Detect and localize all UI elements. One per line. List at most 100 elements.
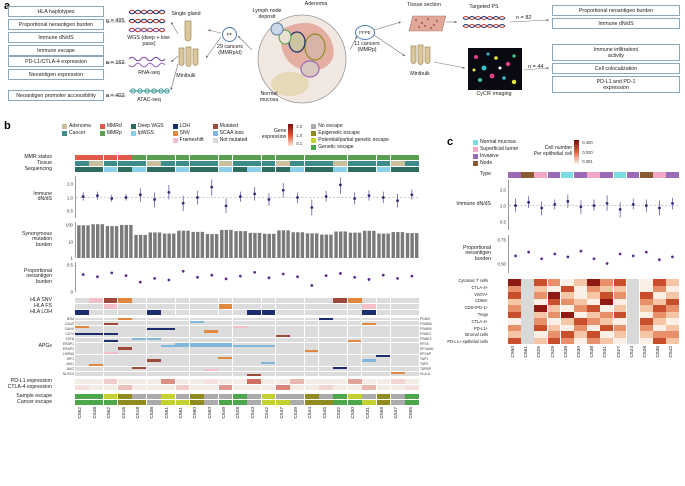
apg-cell bbox=[290, 359, 305, 362]
apg-cell bbox=[404, 354, 419, 357]
apg-cell bbox=[347, 352, 362, 355]
c-heat-cell bbox=[666, 305, 680, 312]
apg-cell bbox=[189, 349, 204, 352]
output-box: Neoantigen expression bbox=[8, 69, 104, 81]
apg-cell bbox=[103, 323, 118, 326]
gene-label: RFXANK bbox=[420, 346, 434, 351]
apg-cell bbox=[75, 347, 89, 350]
strip-cell bbox=[319, 304, 333, 310]
apg-cell bbox=[75, 330, 89, 333]
apg-cell bbox=[275, 354, 290, 357]
apg-cell bbox=[189, 364, 204, 367]
sample-label-cell: C516 bbox=[118, 407, 132, 437]
circle-mark bbox=[110, 271, 114, 275]
c-heat-cell bbox=[534, 279, 548, 286]
legend-item: Not mutated bbox=[212, 137, 247, 144]
c-heat-cell bbox=[613, 311, 627, 319]
rect-mark bbox=[348, 232, 353, 259]
circle-mark bbox=[267, 276, 271, 280]
apg-cell bbox=[247, 349, 262, 352]
apg-cell bbox=[218, 352, 233, 355]
gene-label: JAK1 bbox=[65, 361, 74, 366]
apg-cell bbox=[361, 337, 376, 340]
strip-cell bbox=[161, 400, 175, 406]
apg-cell bbox=[318, 361, 333, 365]
c-heat-cell bbox=[573, 298, 587, 306]
apg-cell bbox=[275, 349, 290, 352]
c-heat-cell bbox=[653, 324, 666, 332]
c-heat-cell bbox=[508, 337, 521, 345]
apg-cell bbox=[146, 344, 161, 348]
apg-cell bbox=[218, 357, 233, 360]
rect-mark bbox=[214, 234, 219, 259]
apg-cell bbox=[218, 323, 233, 326]
apg-cell bbox=[261, 369, 276, 372]
legend-chip bbox=[473, 140, 478, 146]
apg-cell bbox=[75, 359, 89, 362]
strip-cell bbox=[204, 155, 218, 161]
strip-cell bbox=[118, 400, 132, 406]
minibulk-icon-left bbox=[178, 46, 199, 67]
apg-cell bbox=[404, 337, 419, 340]
apg-cell bbox=[146, 342, 161, 345]
apg-cell bbox=[132, 361, 147, 365]
sample-label-cell: C530 bbox=[348, 407, 362, 437]
rect-mark bbox=[200, 232, 205, 259]
single-gland-label: Single gland bbox=[171, 11, 201, 17]
strip-cell bbox=[146, 161, 161, 167]
apg-cell bbox=[204, 327, 219, 331]
strip-cell bbox=[89, 298, 104, 304]
c-heat-cell bbox=[666, 337, 680, 345]
expression-cell bbox=[146, 385, 161, 391]
apg-cell bbox=[175, 340, 190, 343]
apg-cell bbox=[390, 320, 405, 323]
apg-cell bbox=[132, 320, 147, 323]
apg-cell bbox=[290, 323, 305, 326]
strip-cell bbox=[132, 155, 147, 161]
expression-cell bbox=[103, 385, 118, 391]
apg-cell bbox=[318, 354, 333, 357]
strip-cell bbox=[405, 161, 420, 167]
apg-cell bbox=[75, 340, 89, 343]
axis-tick: 2.0 bbox=[66, 181, 73, 187]
legend-chip bbox=[172, 124, 178, 130]
gene-label: IRF1 bbox=[66, 356, 74, 361]
rect-mark bbox=[329, 234, 333, 259]
apg-cell bbox=[103, 359, 118, 362]
c-heat-cell bbox=[653, 285, 666, 293]
sample-label-cell: C539 bbox=[561, 346, 574, 372]
rect-mark bbox=[334, 231, 338, 259]
apg-cell bbox=[347, 323, 362, 326]
apg-cell bbox=[261, 344, 276, 348]
apg-cell bbox=[318, 371, 333, 374]
apg-cell bbox=[376, 364, 391, 367]
circle-mark bbox=[553, 203, 557, 206]
apg-cell bbox=[175, 325, 190, 328]
gene-label: ERAP2 bbox=[62, 346, 74, 351]
gene-label: RFX5 bbox=[420, 341, 429, 346]
apg-cell bbox=[347, 347, 362, 350]
c-heat-cell bbox=[573, 279, 587, 286]
sample-escape-strip bbox=[75, 394, 420, 400]
apg-cell bbox=[333, 374, 348, 377]
strip-cell bbox=[333, 310, 348, 316]
sample-label: C543 bbox=[250, 407, 256, 419]
c-heat-cell bbox=[560, 285, 574, 293]
apg-cell bbox=[261, 320, 276, 323]
axis-tick: 1.0 bbox=[66, 195, 73, 201]
strip-cell bbox=[319, 394, 333, 400]
right-gutter bbox=[419, 222, 445, 258]
rect-mark bbox=[143, 235, 147, 259]
apg-cell bbox=[204, 354, 219, 357]
axis-gutter bbox=[55, 400, 75, 405]
apg-cell bbox=[118, 325, 132, 328]
apg-cell bbox=[247, 354, 262, 357]
c-heat-cell bbox=[666, 298, 680, 306]
apg-genes-left: B2M CALR CANX CD74 CIITA ERAP1 ERAP2 HSPA5 IRF1 J… bbox=[55, 317, 75, 376]
apg-cell bbox=[218, 344, 233, 348]
c-heat-cell bbox=[639, 292, 653, 299]
c-heat-cell bbox=[666, 279, 680, 286]
sequencing-strip bbox=[75, 167, 420, 173]
apg-cell bbox=[132, 366, 147, 369]
